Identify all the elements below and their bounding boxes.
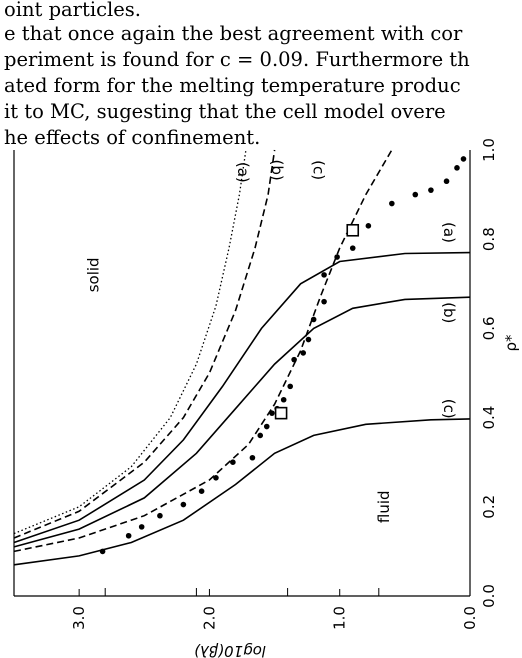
mc-point-8: [249, 454, 256, 461]
density-tick-label-4: 0.8: [480, 227, 498, 251]
mc-point-23: [365, 223, 372, 229]
mc-point-11: [269, 410, 275, 416]
density-tick-label-0: 0.0: [480, 584, 498, 608]
log-tick-label-1: 2.0: [200, 606, 218, 630]
mc-point-15: [291, 356, 297, 363]
mc-point-6: [213, 475, 219, 481]
mc-point-17: [305, 336, 312, 343]
x-axis-title: log10(βλ): [194, 642, 266, 658]
region-label-fluid: fluid: [375, 490, 393, 523]
curve-label-5: (c): [310, 160, 328, 180]
mc-point-14: [287, 383, 294, 390]
curve-label-3: (a): [234, 162, 252, 183]
mc-point-9: [257, 432, 264, 439]
solid-curve-1: [13, 296, 471, 548]
mc-point-0: [99, 548, 106, 555]
mc-point-3: [157, 512, 163, 519]
mc-point-16: [300, 350, 307, 356]
mc-point-13: [280, 396, 287, 403]
text-line-4: ated form for the melting temperature pr…: [4, 74, 461, 97]
dashed-curve-4: [13, 149, 276, 539]
text-line-2: e that once again the best agreement wit…: [4, 22, 463, 45]
mc-point-22: [349, 245, 356, 251]
mc-point-2: [138, 524, 145, 530]
dotted-curve-5: [13, 149, 247, 535]
square-marker-0: [274, 406, 288, 420]
log-tick-label-0: 3.0: [70, 606, 88, 630]
text-line-1: oint particles.: [4, 0, 141, 21]
mc-point-18: [310, 316, 317, 323]
solid-curve-2: [13, 251, 471, 544]
curve-label-1: (b): [440, 302, 458, 323]
density-tick-label-5: 1.0: [480, 138, 498, 162]
density-tick-label-2: 0.4: [480, 406, 498, 430]
mc-point-29: [460, 156, 467, 162]
y-axis-title: ρ*: [502, 334, 520, 352]
mc-point-28: [454, 165, 460, 171]
mc-point-20: [321, 272, 327, 278]
mc-point-27: [443, 178, 450, 185]
mc-point-1: [125, 532, 132, 539]
mc-point-7: [230, 459, 236, 466]
solid-curve-0: [13, 418, 471, 566]
mc-point-4: [180, 501, 187, 508]
mc-point-25: [412, 191, 419, 198]
mc-point-24: [389, 200, 395, 207]
log-tick-label-2: 1.0: [331, 606, 349, 630]
text-line-6: he effects of confinement.: [4, 126, 261, 149]
curve-label-4: (b): [268, 159, 286, 180]
density-tick-label-3: 0.6: [480, 316, 498, 340]
text-line-3: periment is found for c = 0.09. Furtherm…: [4, 48, 470, 71]
text-line-5: it to MC, sugesting that the cell model …: [4, 100, 446, 123]
mc-point-26: [428, 187, 434, 193]
curve-label-0: (a): [440, 222, 458, 243]
region-label-solid: solid: [85, 257, 103, 292]
log-tick-label-3: 0.0: [461, 606, 479, 630]
curve-label-2: (c): [440, 399, 458, 419]
mc-point-19: [321, 298, 327, 305]
mc-point-21: [334, 254, 340, 260]
density-tick-label-1: 0.2: [480, 495, 498, 519]
mc-point-10: [263, 423, 270, 430]
square-marker-1: [346, 223, 360, 237]
mc-point-5: [198, 488, 205, 494]
